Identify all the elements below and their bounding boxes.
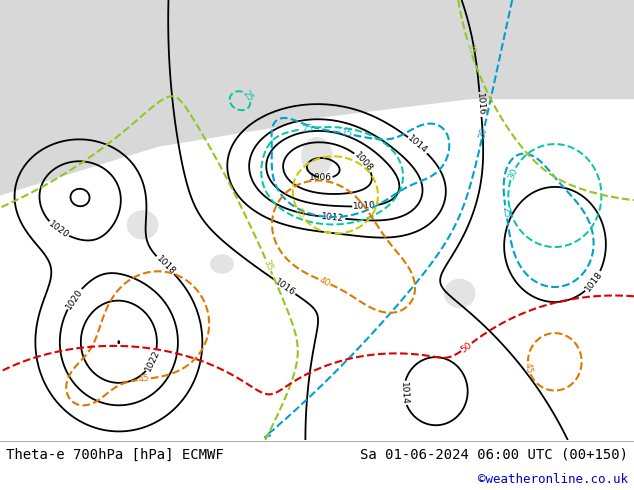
Ellipse shape — [127, 210, 158, 240]
Text: 1018: 1018 — [154, 254, 177, 276]
Polygon shape — [0, 0, 634, 196]
Text: 15: 15 — [340, 128, 354, 139]
Text: 1008: 1008 — [353, 150, 375, 173]
Text: ©weatheronline.co.uk: ©weatheronline.co.uk — [477, 472, 628, 486]
Text: 1022: 1022 — [144, 348, 162, 373]
Text: 25: 25 — [241, 89, 255, 103]
Text: 1020: 1020 — [47, 219, 70, 240]
Text: 1014: 1014 — [399, 381, 409, 405]
Text: 45: 45 — [523, 362, 534, 374]
Text: 1006: 1006 — [309, 173, 332, 182]
Text: 40: 40 — [318, 275, 332, 288]
Text: 1010: 1010 — [353, 201, 377, 211]
Text: 20: 20 — [477, 126, 489, 139]
Text: 1016: 1016 — [273, 277, 297, 297]
Ellipse shape — [444, 279, 476, 308]
Polygon shape — [0, 0, 634, 127]
Text: 50: 50 — [459, 340, 474, 354]
Text: 1016: 1016 — [475, 93, 486, 116]
Ellipse shape — [210, 254, 234, 274]
Text: 25: 25 — [501, 206, 512, 218]
Text: Theta-e 700hPa [hPa] ECMWF: Theta-e 700hPa [hPa] ECMWF — [6, 448, 224, 462]
Text: 1018: 1018 — [583, 270, 604, 294]
Text: 25: 25 — [301, 123, 314, 134]
Text: 45: 45 — [138, 374, 150, 384]
Text: 1014: 1014 — [406, 134, 429, 156]
Text: 1012: 1012 — [321, 212, 345, 223]
Text: 35: 35 — [464, 42, 476, 55]
Text: 35: 35 — [293, 206, 307, 220]
Text: 35: 35 — [262, 258, 275, 272]
Text: 1020: 1020 — [64, 287, 84, 311]
Text: Sa 01-06-2024 06:00 UTC (00+150): Sa 01-06-2024 06:00 UTC (00+150) — [359, 447, 628, 461]
Text: 30: 30 — [507, 167, 519, 181]
Ellipse shape — [301, 137, 333, 176]
